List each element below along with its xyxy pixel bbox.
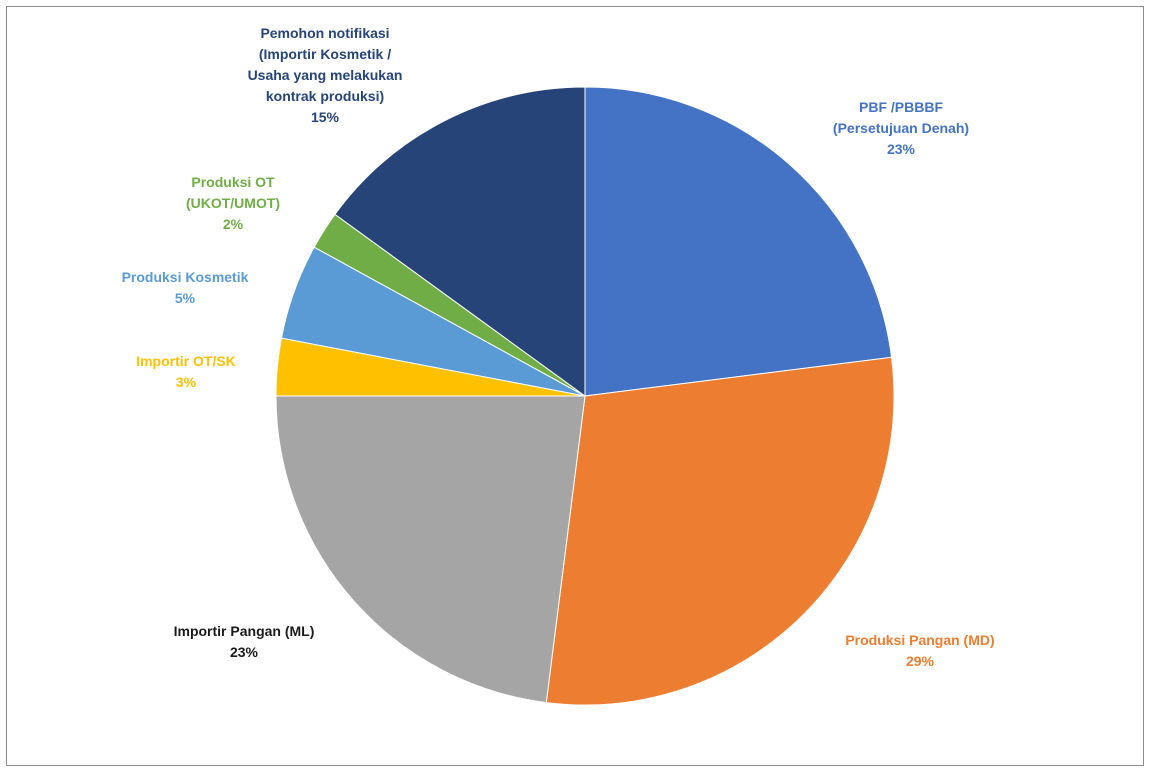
data-label-percent: 3% [176,374,197,390]
data-label-percent: 2% [223,216,244,232]
data-label-percent: 15% [311,109,340,125]
data-label-6: Produksi OT (UKOT/UMOT) 2% [186,174,280,232]
data-label-category: Produksi Kosmetik [122,269,249,285]
data-label-category: Usaha yang melakukan [248,67,403,83]
data-label-category: PBF /PBBBF [859,99,943,115]
data-label-category: Produksi OT [191,174,275,190]
data-label-category: Importir Pangan (ML) [174,623,315,639]
data-label-5: Produksi Kosmetik 5% [122,269,249,306]
data-label-category: Pemohon notifikasi [260,25,389,41]
data-label-category: kontrak produksi) [266,88,384,104]
pie-slice-3 [275,395,586,704]
pie-slice-1 [584,86,893,397]
data-label-2: Produksi Pangan (MD) 29% [845,632,994,669]
data-label-percent: 23% [230,644,259,660]
data-label-category: Produksi Pangan (MD) [845,632,994,648]
data-label-percent: 5% [175,290,196,306]
data-label-category: (Importir Kosmetik / [259,46,391,62]
data-label-1: PBF /PBBBF (Persetujuan Denah) 23% [833,99,969,157]
data-label-percent: 23% [887,141,916,157]
data-label-category: (Persetujuan Denah) [833,120,969,136]
data-label-3: Importir Pangan (ML) 23% [174,623,315,660]
data-label-4: Importir OT/SK 3% [136,353,236,390]
data-label-category: (UKOT/UMOT) [186,195,280,211]
data-label-category: Importir OT/SK [136,353,236,369]
pie-slice-7 [334,86,586,397]
data-label-percent: 29% [906,653,935,669]
pie-slice-2 [545,356,895,706]
data-label-7: Pemohon notifikasi (Importir Kosmetik / Us… [248,25,403,125]
